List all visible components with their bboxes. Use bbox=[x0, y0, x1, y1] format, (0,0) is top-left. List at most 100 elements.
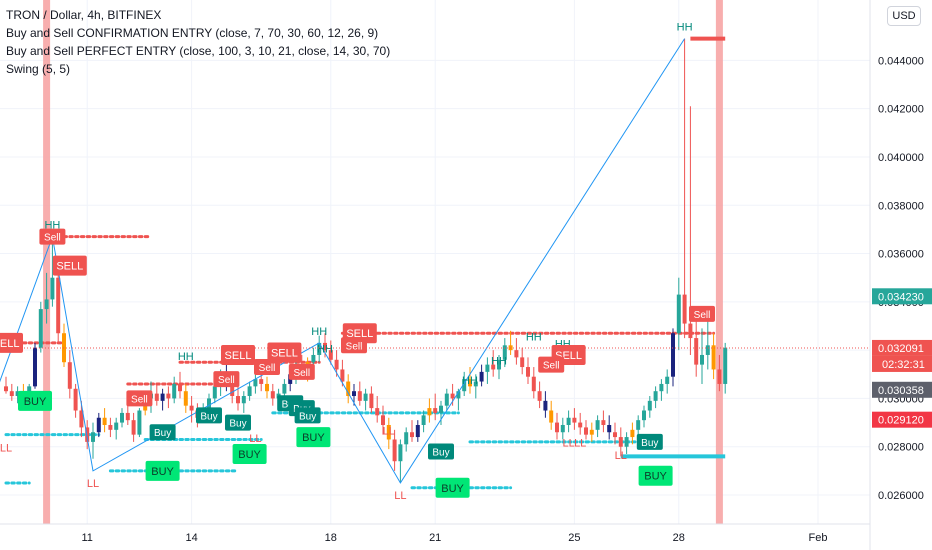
buy-signal-label: Buy bbox=[641, 438, 658, 449]
highlight-bar bbox=[43, 0, 51, 524]
candle-body bbox=[711, 345, 716, 370]
candle-body bbox=[630, 429, 635, 438]
candle-body bbox=[485, 364, 490, 372]
sell-signal-label: Sell bbox=[259, 363, 276, 374]
candle-body bbox=[462, 379, 467, 392]
sell-signal-label: Sell bbox=[218, 375, 235, 386]
sell-signal-box bbox=[689, 305, 715, 322]
candle-body bbox=[207, 398, 211, 409]
swing-label-small: LL bbox=[562, 438, 574, 450]
buy-signal-label: Buy bbox=[154, 428, 171, 439]
candle-body bbox=[497, 359, 501, 370]
candle-body bbox=[717, 369, 722, 384]
candle-body bbox=[549, 410, 554, 423]
x-tick-label: 14 bbox=[185, 532, 197, 544]
candle-body bbox=[259, 379, 264, 384]
candle-body bbox=[270, 391, 275, 399]
swing-label-small: HH bbox=[491, 356, 507, 368]
candle-body bbox=[653, 391, 658, 401]
buy-signal-label: BUY bbox=[644, 471, 667, 483]
candle-body bbox=[560, 424, 565, 433]
countdown-badge bbox=[872, 355, 932, 372]
currency-button[interactable]: USD bbox=[887, 6, 921, 26]
sell-signal-box bbox=[267, 342, 302, 363]
buy-signal-label: BUY bbox=[24, 396, 47, 408]
candle-body bbox=[56, 277, 61, 334]
candle-body bbox=[323, 342, 327, 351]
price-badge-label: 0.029120 bbox=[878, 415, 924, 427]
buy-signal-label: BUY bbox=[441, 483, 464, 495]
candle-body bbox=[705, 345, 710, 355]
legend-indicator-perfect[interactable]: Buy and Sell PERFECT ENTRY (close, 100, … bbox=[6, 44, 391, 58]
candle-body bbox=[410, 432, 414, 438]
candle-body bbox=[531, 376, 536, 392]
sell-signal-box bbox=[0, 332, 23, 353]
buy-signal-box bbox=[196, 407, 222, 424]
swing-label-small: LL bbox=[0, 443, 12, 455]
candle-body bbox=[502, 345, 507, 360]
candle-body bbox=[311, 354, 316, 363]
candle-body bbox=[694, 338, 699, 365]
candle-body bbox=[427, 408, 432, 416]
y-tick-label: 0.044000 bbox=[878, 55, 924, 67]
candle-body bbox=[241, 396, 246, 404]
buy-signal-label: Buy bbox=[299, 411, 316, 422]
candle-body bbox=[444, 393, 449, 406]
y-tick-label: 0.040000 bbox=[878, 152, 924, 164]
swing-label-small: HH bbox=[317, 344, 333, 356]
candle-body bbox=[514, 350, 519, 358]
candle-body bbox=[4, 386, 8, 392]
candle-body bbox=[50, 277, 55, 300]
buy-signal-box bbox=[294, 407, 321, 424]
swing-line bbox=[0, 38, 686, 484]
sell-signal-label: Sell bbox=[694, 310, 711, 321]
legend-indicator-swing[interactable]: Swing (5, 5) bbox=[6, 62, 71, 76]
sell-signal-box bbox=[254, 359, 280, 376]
legend-indicator-confirmation[interactable]: Buy and Sell CONFIRMATION ENTRY (close, … bbox=[6, 26, 379, 40]
candle-body bbox=[700, 354, 704, 365]
candle-body bbox=[44, 299, 49, 310]
swing-label-small: LL bbox=[574, 438, 586, 450]
candle-body bbox=[212, 386, 217, 399]
swing-label-small: LL bbox=[249, 433, 261, 445]
buy-signal-box bbox=[428, 443, 454, 460]
candle-body bbox=[618, 437, 623, 447]
price-badge bbox=[872, 381, 932, 398]
candle-body bbox=[15, 391, 20, 397]
candle-body bbox=[595, 420, 600, 430]
candle-body bbox=[665, 376, 670, 384]
candle-body bbox=[439, 405, 443, 413]
sell-signal-box bbox=[213, 371, 240, 388]
sell-signal-label: Sell bbox=[131, 394, 148, 405]
buy-signal-label: Buy bbox=[200, 411, 217, 422]
candle-body bbox=[589, 429, 594, 435]
candle-body bbox=[172, 383, 177, 399]
sell-signal-label: SELL bbox=[56, 261, 83, 273]
buy-signal-label: BUY bbox=[151, 466, 174, 478]
candle-body bbox=[137, 410, 142, 435]
countdown-label: 02:32:31 bbox=[882, 359, 925, 371]
sell-signal-label: SELL bbox=[225, 350, 252, 362]
candle-body bbox=[584, 427, 588, 435]
candle-body bbox=[688, 323, 693, 339]
candle-body bbox=[555, 422, 559, 433]
candle-body bbox=[398, 444, 403, 462]
sell-signal-box bbox=[126, 390, 153, 407]
candle-body bbox=[166, 393, 171, 399]
legend-symbol[interactable]: TRON / Dollar, 4h, BITFINEX bbox=[6, 8, 162, 22]
candle-body bbox=[676, 294, 681, 334]
candle-body bbox=[537, 391, 542, 401]
y-tick-label: 0.038000 bbox=[878, 200, 924, 212]
candle-body bbox=[114, 422, 119, 430]
swing-label-small: LL bbox=[383, 426, 395, 438]
candle-body bbox=[183, 391, 188, 406]
highlight-bar bbox=[715, 0, 723, 524]
candle-body bbox=[236, 396, 240, 404]
candle-body bbox=[543, 400, 548, 411]
candle-body bbox=[340, 369, 345, 382]
buy-signal-box bbox=[149, 424, 176, 441]
candle-body bbox=[456, 391, 461, 399]
candle-body bbox=[468, 379, 472, 387]
